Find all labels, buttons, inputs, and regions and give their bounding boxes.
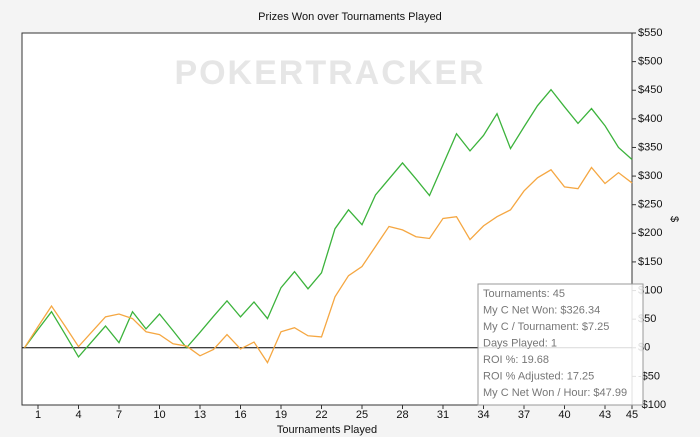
y-tick-label: $500 bbox=[638, 56, 662, 68]
x-axis-label: Tournaments Played bbox=[277, 424, 377, 436]
y-tick-label: -$50 bbox=[638, 370, 660, 382]
x-tick-label: 37 bbox=[518, 409, 530, 421]
x-tick-label: 16 bbox=[234, 409, 246, 421]
series-line bbox=[23, 166, 633, 365]
y-tick-label: $350 bbox=[638, 141, 662, 153]
stats-text: Tournaments: 45 bbox=[483, 288, 565, 300]
x-tick-label: 22 bbox=[315, 409, 327, 421]
y-tick-label: $550 bbox=[638, 27, 662, 39]
stats-text: My C / Tournament: $7.25 bbox=[483, 321, 609, 333]
y-tick-label: $200 bbox=[638, 227, 662, 239]
x-tick-label: 10 bbox=[153, 409, 165, 421]
x-tick-label: 7 bbox=[116, 409, 122, 421]
y-tick-label: $250 bbox=[638, 199, 662, 211]
chart-title: Prizes Won over Tournaments Played bbox=[258, 11, 442, 23]
x-tick-label: 4 bbox=[75, 409, 81, 421]
x-tick-label: 25 bbox=[356, 409, 368, 421]
x-tick-label: 28 bbox=[396, 409, 408, 421]
y-tick-label: $300 bbox=[638, 170, 662, 182]
y-tick-label: $400 bbox=[638, 113, 662, 125]
x-tick-label: 43 bbox=[599, 409, 611, 421]
y-axis-label: $ bbox=[668, 216, 680, 222]
x-tick-label: 31 bbox=[437, 409, 449, 421]
stats-text: ROI % Adjusted: 17.25 bbox=[483, 370, 594, 382]
stats-text: ROI %: 19.68 bbox=[483, 354, 549, 366]
stats-text: My C Net Won: $326.34 bbox=[483, 304, 600, 316]
x-tick-label: 40 bbox=[558, 409, 570, 421]
x-tick-label: 45 bbox=[626, 409, 638, 421]
x-tick-label: 1 bbox=[35, 409, 41, 421]
stats-box bbox=[477, 283, 644, 406]
x-tick-label: 19 bbox=[275, 409, 287, 421]
y-tick-label: $100 bbox=[638, 284, 662, 296]
y-tick-label: $450 bbox=[638, 84, 662, 96]
x-tick-label: 13 bbox=[194, 409, 206, 421]
series-line bbox=[23, 88, 633, 359]
y-tick-label: -$100 bbox=[638, 399, 666, 411]
x-tick-label: 34 bbox=[477, 409, 489, 421]
stats-text: My C Net Won / Hour: $47.99 bbox=[483, 387, 627, 399]
watermark: POKERTRACKER bbox=[174, 54, 485, 92]
stats-text: Days Played: 1 bbox=[483, 337, 557, 349]
y-tick-label: $150 bbox=[638, 256, 662, 268]
